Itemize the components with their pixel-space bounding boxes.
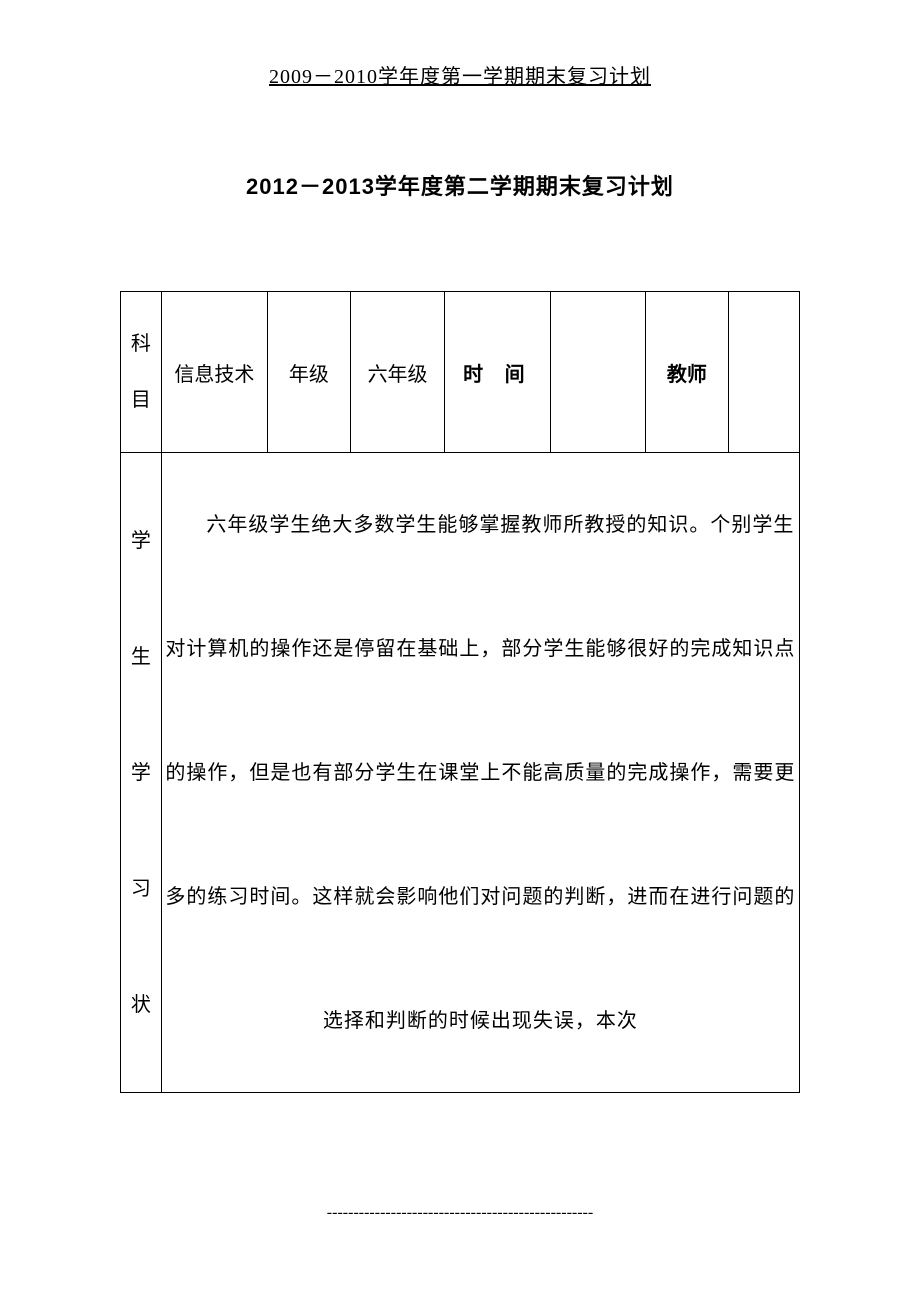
section-label: 学 生 学 习 状 bbox=[121, 453, 162, 1093]
running-header: 2009－2010学年度第一学期期末复习计划 bbox=[120, 60, 800, 89]
time-value bbox=[551, 292, 646, 453]
subject-label: 科 目 bbox=[121, 292, 162, 453]
page-title: 2012－2013学年度第二学期期末复习计划 bbox=[120, 169, 800, 201]
grade-label: 年级 bbox=[267, 292, 350, 453]
subject-value: 信息技术 bbox=[161, 292, 267, 453]
section-label-char: 生 bbox=[121, 599, 161, 715]
time-label: 时 间 bbox=[445, 292, 551, 453]
section-label-char: 习 bbox=[121, 831, 161, 947]
plan-table: 科 目 信息技术 年级 六年级 时 间 教师 学 生 学 习 状 六年级学生绝大… bbox=[120, 291, 800, 1093]
section-body: 六年级学生绝大多数学生能够掌握教师所教授的知识。个别学生对计算机的操作还是停留在… bbox=[161, 453, 799, 1093]
subject-label-char: 科 bbox=[121, 316, 161, 372]
grade-value: 六年级 bbox=[350, 292, 445, 453]
subject-label-char: 目 bbox=[121, 372, 161, 428]
section-label-char: 状 bbox=[121, 947, 161, 1063]
table-body-row: 学 生 学 习 状 六年级学生绝大多数学生能够掌握教师所教授的知识。个别学生对计… bbox=[121, 453, 800, 1093]
teacher-value bbox=[728, 292, 799, 453]
teacher-label: 教师 bbox=[645, 292, 728, 453]
section-label-char: 学 bbox=[121, 715, 161, 831]
table-header-row: 科 目 信息技术 年级 六年级 时 间 教师 bbox=[121, 292, 800, 453]
footer-separator: ----------------------------------------… bbox=[0, 1204, 920, 1222]
section-label-char: 学 bbox=[121, 483, 161, 599]
